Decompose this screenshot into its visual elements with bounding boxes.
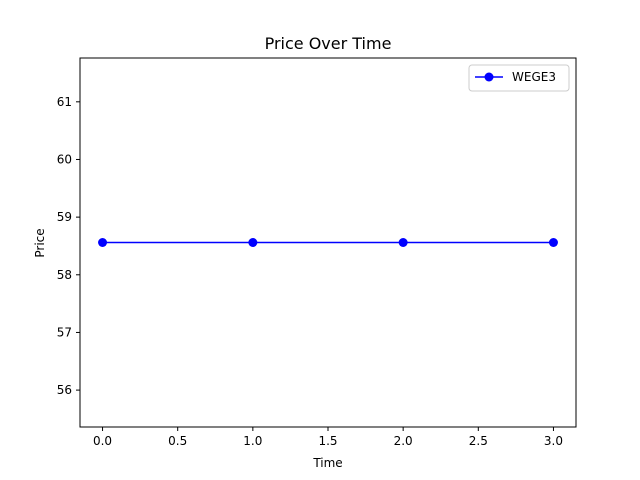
data-point	[248, 238, 258, 247]
legend-marker-swatch	[484, 72, 494, 82]
y-tick-label: 58	[57, 268, 72, 282]
y-axis-label: Price	[33, 228, 47, 257]
y-tick-label: 59	[57, 210, 72, 224]
data-point	[398, 238, 408, 247]
y-axis-ticks: 56 57 58 59 60 61	[57, 95, 80, 397]
y-tick-label: 56	[57, 383, 72, 397]
series-layer	[98, 238, 558, 247]
x-axis-label: Time	[312, 456, 342, 470]
x-axis-ticks: 0.0 0.5 1.0 1.5 2.0 2.5 3.0	[93, 427, 563, 448]
x-tick-label: 0.5	[168, 434, 187, 448]
x-tick-label: 0.0	[93, 434, 112, 448]
data-point	[548, 238, 558, 247]
chart-title: Price Over Time	[265, 34, 392, 53]
x-tick-label: 1.0	[243, 434, 262, 448]
legend: WEGE3	[468, 64, 570, 92]
y-tick-label: 61	[57, 95, 72, 109]
x-tick-label: 3.0	[544, 434, 563, 448]
x-tick-label: 1.5	[318, 434, 337, 448]
legend-label-wege3: WEGE3	[512, 70, 556, 84]
x-tick-label: 2.0	[394, 434, 413, 448]
y-tick-label: 60	[57, 152, 72, 166]
x-tick-label: 2.5	[469, 434, 488, 448]
y-tick-label: 57	[57, 325, 72, 339]
legend-box	[468, 64, 570, 92]
plot-area-frame	[79, 57, 577, 428]
data-point	[98, 238, 108, 247]
